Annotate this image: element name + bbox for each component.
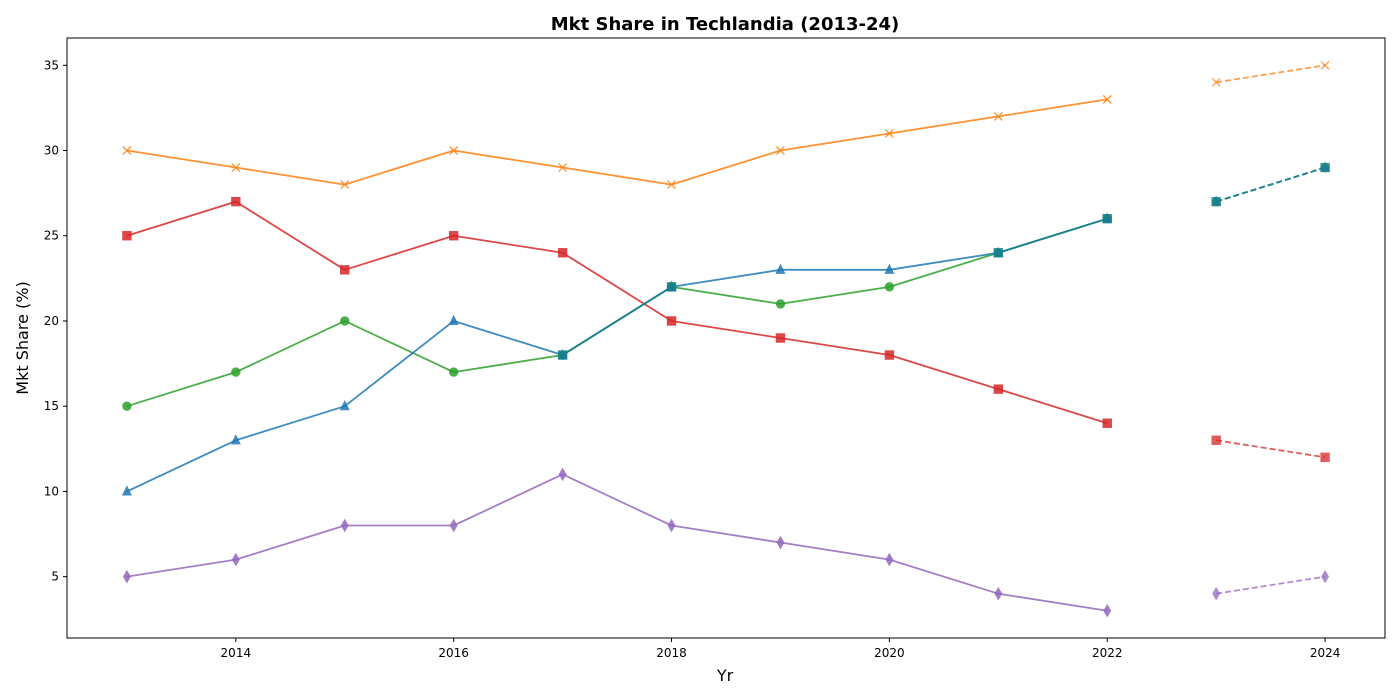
data-point (1320, 162, 1330, 173)
data-point (1320, 452, 1330, 463)
data-point (231, 163, 241, 173)
data-point (231, 367, 241, 377)
data-point (449, 518, 458, 533)
data-point (448, 314, 459, 326)
series-line (126, 473, 1108, 612)
series-line (126, 200, 1108, 425)
data-point (666, 282, 677, 292)
series-5 (557, 162, 1330, 360)
x-tick-label: 2020 (874, 646, 905, 660)
data-point (993, 248, 1004, 258)
series-line (126, 98, 1108, 186)
data-point (448, 231, 459, 241)
series-2 (122, 162, 1330, 411)
data-point (122, 569, 131, 584)
data-point (1103, 603, 1112, 618)
x-tick-label: 2024 (1310, 646, 1341, 660)
tick-layer: 2014 2016 2018 2020 2022 2024 5 10 15 20 25 30 35 (44, 58, 1341, 660)
data-point (557, 350, 568, 360)
data-point (993, 384, 1004, 394)
data-point (340, 180, 350, 190)
data-point (558, 467, 567, 482)
forecast-line (1216, 64, 1326, 84)
data-point (1211, 196, 1221, 207)
data-point (884, 282, 895, 292)
data-point (231, 196, 241, 207)
y-tick-label: 30 (44, 144, 59, 158)
forecast-line (1215, 166, 1326, 203)
series-line (562, 286, 673, 356)
data-point (776, 535, 785, 550)
data-point (231, 552, 240, 567)
data-point (558, 163, 568, 173)
data-point (993, 111, 1003, 121)
data-point (121, 485, 132, 496)
chart-title: Mkt Share in Techlandia (2013-24) (551, 14, 900, 35)
data-point (230, 434, 241, 445)
x-axis-label: Yr (716, 666, 734, 685)
series-4 (122, 467, 1330, 618)
data-point (884, 263, 895, 274)
y-tick-label: 25 (44, 229, 59, 243)
data-point (667, 180, 676, 190)
data-point (122, 401, 132, 411)
data-point (1211, 77, 1221, 87)
series-0 (122, 60, 1330, 190)
x-tick-label: 2016 (438, 646, 469, 660)
y-tick-label: 20 (44, 314, 59, 328)
data-point (1321, 569, 1330, 584)
data-point (775, 333, 786, 343)
data-point (884, 128, 894, 138)
data-point (775, 299, 786, 309)
data-point (1102, 418, 1112, 428)
y-tick-label: 35 (44, 58, 59, 72)
data-point (557, 248, 568, 258)
y-tick-label: 10 (44, 484, 59, 498)
data-point (666, 316, 677, 326)
plot-layer (121, 60, 1331, 618)
data-point (340, 316, 350, 326)
data-point (775, 263, 786, 274)
data-point (449, 146, 459, 155)
forecast-line (1216, 575, 1326, 595)
y-tick-label: 5 (51, 570, 59, 584)
y-axis-label: Mkt Share (%) (13, 281, 32, 394)
data-point (448, 367, 459, 377)
series-1 (122, 196, 1330, 463)
data-point (884, 350, 895, 360)
x-tick-label: 2018 (656, 646, 687, 660)
data-point (885, 552, 894, 567)
data-point (122, 146, 132, 155)
data-point (1102, 94, 1112, 104)
data-point (340, 265, 350, 275)
data-point (1211, 435, 1221, 445)
data-point (667, 518, 676, 533)
data-point (122, 231, 132, 241)
data-point (994, 586, 1003, 601)
forecast-line (1216, 439, 1326, 459)
series-line (998, 217, 1108, 254)
data-point (776, 146, 785, 155)
data-point (1212, 586, 1221, 601)
plot-frame (66, 37, 1386, 639)
x-tick-label: 2014 (221, 646, 252, 660)
x-tick-label: 2022 (1092, 646, 1123, 660)
data-point (340, 518, 349, 533)
data-point (1320, 60, 1330, 70)
data-point (339, 400, 350, 411)
data-point (1102, 213, 1112, 224)
y-tick-label: 15 (44, 399, 59, 413)
